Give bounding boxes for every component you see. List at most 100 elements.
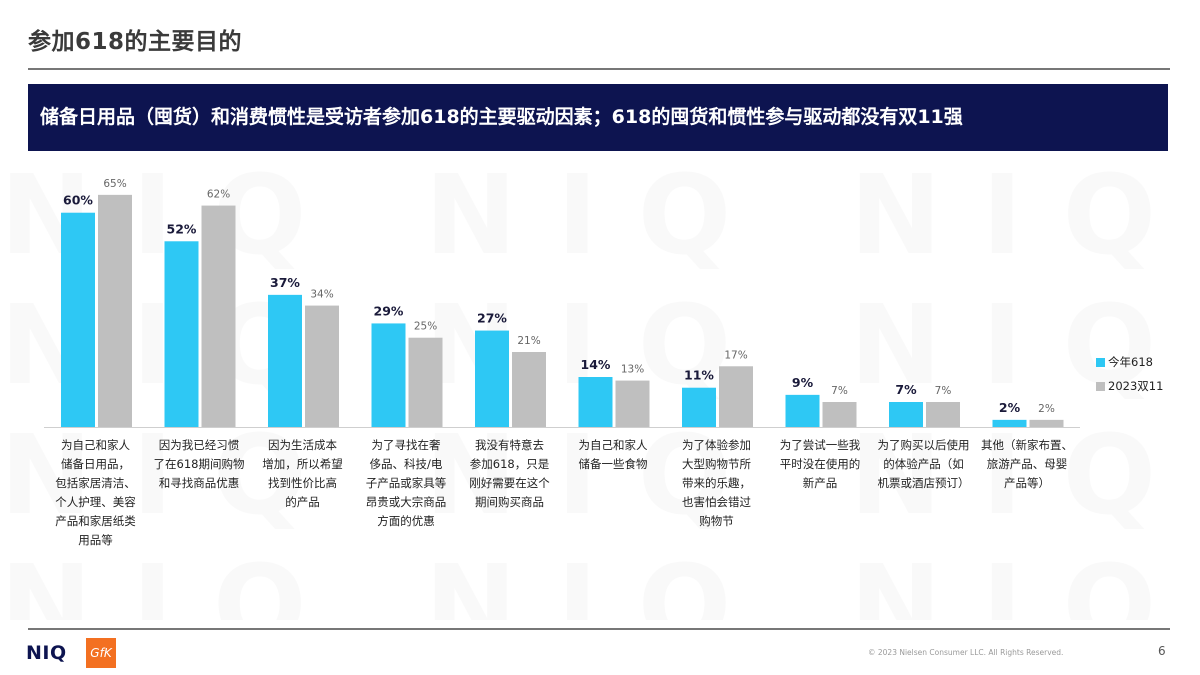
category-label-1: 为自己和家人 储备日用品， 包括家居清洁、 个人护理、美容 产品和家居纸类 用品等 <box>44 436 148 550</box>
page-title: 参加618的主要目的 <box>28 29 243 55</box>
bar-2023-double11-7 <box>719 366 753 427</box>
bar-current-618-1 <box>61 212 95 427</box>
category-label-line: 用品等 <box>78 533 113 547</box>
category-label-line: 为自己和家人 <box>578 438 648 452</box>
category-label-line: 储备日用品， <box>61 457 130 471</box>
copyright-notice: © 2023 Nielsen Consumer LLC. All Rights … <box>868 648 1064 657</box>
data-label-2023-double11-5: 21% <box>517 335 540 347</box>
bar-2023-double11-8 <box>822 402 857 427</box>
category-label-line: 个人护理、美容 <box>55 495 136 509</box>
bar-current-618-8 <box>785 394 820 427</box>
niq-logo: NIQ <box>26 642 67 664</box>
category-label-line: 为自己和家人 <box>61 438 130 452</box>
bar-current-618-7 <box>682 387 716 427</box>
category-label-line: 包括家居清洁、 <box>55 476 136 490</box>
category-label-line: 为了购买以后使用 <box>877 438 970 452</box>
bar-current-618-10 <box>992 419 1027 427</box>
data-label-2023-double11-3: 34% <box>310 289 333 301</box>
category-label-line: 产品和家居纸类 <box>55 514 136 528</box>
category-label-line: 我没有特意去 <box>475 438 544 452</box>
category-label-line: 其他（新家布置、 <box>981 438 1073 452</box>
category-label-8: 为了尝试一些我 平时没在使用的 新产品 <box>768 436 872 493</box>
data-label-current-618-5: 27% <box>477 311 507 326</box>
data-label-current-618-2: 52% <box>167 221 197 236</box>
category-label-line: 了在618期间购物 <box>153 457 245 471</box>
category-label-line: 增加，所以希望 <box>262 457 343 471</box>
bar-2023-double11-6 <box>615 380 650 427</box>
legend-swatch <box>1096 381 1105 391</box>
legend-label: 2023双11 <box>1108 379 1164 393</box>
bar-2023-double11-4 <box>408 337 443 427</box>
bar-2023-double11-2 <box>201 205 236 427</box>
category-label-line: 产品等） <box>1004 476 1050 490</box>
category-label-line: 机票或酒店预订） <box>877 476 970 490</box>
data-label-current-618-1: 60% <box>63 193 93 208</box>
data-label-current-618-3: 37% <box>270 275 300 290</box>
category-label-line: 为了尝试一些我 <box>779 438 861 452</box>
data-label-2023-double11-9: 7% <box>935 385 952 397</box>
bar-current-618-9 <box>889 402 923 427</box>
category-label-line: 参加618，只是 <box>469 457 550 471</box>
data-label-current-618-8: 9% <box>792 375 814 390</box>
footer-divider <box>28 628 1170 630</box>
category-label-line: 的体验产品（如 <box>883 457 964 471</box>
legend-item-2023-double11: 2023双11 <box>1096 374 1163 398</box>
category-label-line: 昂贵或大宗商品 <box>365 495 447 509</box>
bar-current-618-3 <box>268 294 302 427</box>
category-label-4: 为了寻找在奢 侈品、科技/电 子产品或家具等 昂贵或大宗商品 方面的优惠 <box>354 436 458 531</box>
category-label-line: 刚好需要在这个 <box>469 476 550 490</box>
category-label-5: 我没有特意去 参加618，只是 刚好需要在这个 期间购买商品 <box>458 436 562 512</box>
category-label-line: 侈品、科技/电 <box>369 457 443 471</box>
category-label-7: 为了体验参加 大型购物节所 带来的乐趣， 也害怕会错过 购物节 <box>665 436 769 531</box>
data-label-2023-double11-2: 62% <box>207 189 230 201</box>
bar-2023-double11-1 <box>98 194 132 427</box>
bar-2023-double11-5 <box>512 352 546 427</box>
page-number: 6 <box>1158 644 1166 658</box>
bar-current-618-4 <box>371 323 406 427</box>
bar-2023-double11-3 <box>305 305 339 427</box>
data-label-2023-double11-1: 65% <box>103 178 126 190</box>
bar-2023-double11-9 <box>926 402 960 427</box>
bar-current-618-6 <box>578 377 613 427</box>
category-label-line: 期间购买商品 <box>475 495 544 509</box>
data-label-current-618-6: 14% <box>581 357 611 372</box>
data-label-current-618-4: 29% <box>374 303 404 318</box>
category-label-line: 的产品 <box>285 495 320 509</box>
bar-current-618-2 <box>164 241 199 427</box>
category-label-line: 储备一些食物 <box>578 457 648 471</box>
data-label-2023-double11-6: 13% <box>621 364 644 376</box>
category-label-line: 购物节 <box>699 514 734 528</box>
category-label-line: 新产品 <box>802 476 838 490</box>
headline-banner: 储备日用品（囤货）和消费惯性是受访者参加618的主要驱动因素；618的囤货和惯性… <box>28 84 1168 151</box>
category-label-line: 找到性价比高 <box>268 476 337 490</box>
category-label-3: 因为生活成本 增加，所以希望 找到性价比高 的产品 <box>251 436 355 512</box>
legend-label: 今年618 <box>1108 355 1153 369</box>
data-label-2023-double11-7: 17% <box>724 349 747 361</box>
data-label-2023-double11-10: 2% <box>1038 403 1055 415</box>
title-divider <box>28 68 1170 70</box>
category-label-line: 因为生活成本 <box>268 438 337 452</box>
data-label-current-618-10: 2% <box>999 400 1021 415</box>
data-label-2023-double11-4: 25% <box>414 321 437 333</box>
data-label-current-618-9: 7% <box>895 382 917 397</box>
category-label-10: 其他（新家布置、 旅游产品、母婴 产品等） <box>975 436 1079 493</box>
category-label-line: 旅游产品、母婴 <box>986 457 1068 471</box>
data-label-2023-double11-8: 7% <box>831 385 848 397</box>
category-label-line: 平时没在使用的 <box>779 457 861 471</box>
category-label-line: 和寻找商品优惠 <box>158 476 240 490</box>
category-label-9: 为了购买以后使用 的体验产品（如 机票或酒店预订） <box>872 436 976 493</box>
bar-2023-double11-10 <box>1029 419 1064 427</box>
category-label-line: 为了体验参加 <box>682 438 751 452</box>
category-label-line: 因为我已经习惯 <box>158 438 240 452</box>
category-label-line: 带来的乐趣， <box>682 476 751 490</box>
category-label-6: 为自己和家人 储备一些食物 <box>561 436 665 474</box>
category-label-line: 也害怕会错过 <box>682 495 751 509</box>
gfk-logo: GfK <box>86 638 116 668</box>
category-label-line: 子产品或家具等 <box>365 476 447 490</box>
category-label-2: 因为我已经习惯 了在618期间购物 和寻找商品优惠 <box>147 436 251 493</box>
chart-legend: 今年618 2023双11 <box>1096 350 1163 398</box>
category-label-line: 为了寻找在奢 <box>371 438 441 452</box>
legend-item-current-618: 今年618 <box>1096 350 1163 374</box>
data-label-current-618-7: 11% <box>684 368 714 383</box>
